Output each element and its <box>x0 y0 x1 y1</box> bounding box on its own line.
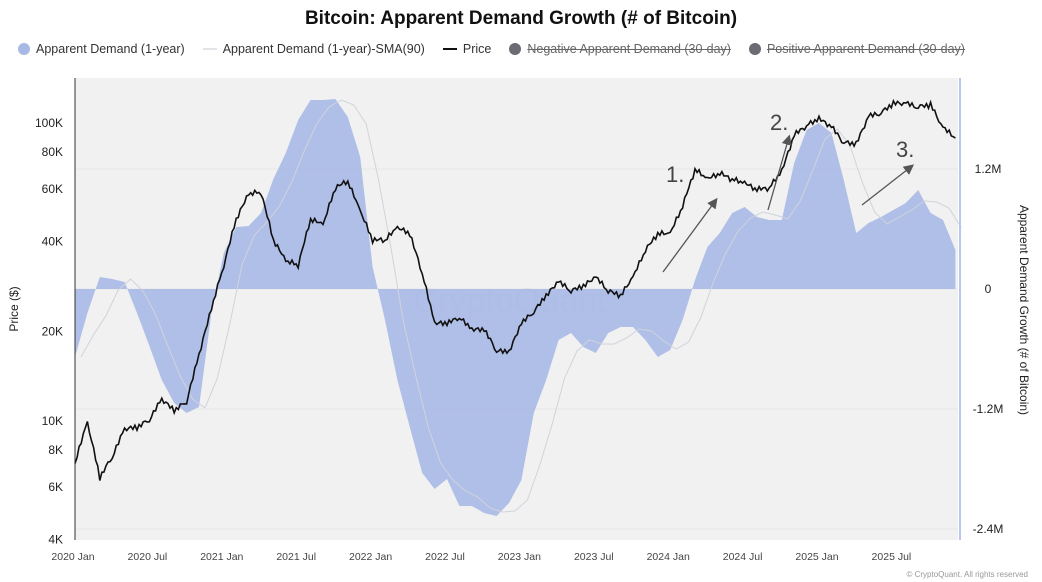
right-tick-label: 1.2M <box>975 162 1002 176</box>
left-tick-label: 4K <box>48 533 63 547</box>
x-tick-label: 2025 Jan <box>795 551 838 563</box>
x-tick-label: 2024 Jul <box>723 551 763 563</box>
left-tick-label: 80K <box>42 145 63 159</box>
legend-item-sma[interactable]: Apparent Demand (1-year)-SMA(90) <box>202 42 425 56</box>
legend-label: Positive Apparent Demand (30-day) <box>766 42 965 56</box>
watermark: CryptoQuant <box>414 282 607 320</box>
x-tick-label: 2021 Jul <box>276 551 316 563</box>
annotation-arrow <box>861 164 915 206</box>
left-tick-label: 6K <box>48 480 63 494</box>
right-tick-label: 0 <box>985 282 992 296</box>
x-tick-label: 2020 Jan <box>51 551 94 563</box>
legend-dot-icon <box>748 43 761 55</box>
annotation-label: 1. <box>666 162 684 187</box>
annotation-arrow <box>662 197 718 273</box>
legend-dot-icon <box>18 43 30 55</box>
x-tick-label: 2020 Jul <box>128 551 168 563</box>
annotation-label: 3. <box>896 137 914 162</box>
x-tick-label: 2021 Jan <box>200 551 243 563</box>
legend-line-icon <box>442 48 457 50</box>
legend-item-price[interactable]: Price <box>442 42 492 56</box>
x-tick-label: 2023 Jul <box>574 551 614 563</box>
legend: Apparent Demand (1-year) Apparent Demand… <box>18 42 965 56</box>
left-tick-label: 10K <box>42 414 63 428</box>
left-axis-label: Price ($) <box>7 286 21 331</box>
demand-area <box>75 99 956 516</box>
legend-label: Price <box>462 42 492 56</box>
copyright: © CryptoQuant. All rights reserved <box>906 570 1029 579</box>
legend-item-negative-30d[interactable]: Negative Apparent Demand (30-day) <box>509 42 731 56</box>
right-tick-label: -1.2M <box>973 402 1004 416</box>
x-tick-label: 2023 Jan <box>498 551 541 563</box>
right-axis-label: Apparent Demand Growth (# of Bitcoin) <box>1017 205 1031 415</box>
legend-item-positive-30d[interactable]: Positive Apparent Demand (30-day) <box>748 42 965 56</box>
x-tick-label: 2024 Jan <box>647 551 690 563</box>
price-line <box>74 98 956 481</box>
x-tick-label: 2022 Jul <box>425 551 465 563</box>
left-tick-label: 8K <box>48 443 63 457</box>
annotation-arrow <box>767 134 792 211</box>
left-tick-label: 60K <box>42 182 63 196</box>
x-tick-label: 2025 Jul <box>872 551 912 563</box>
left-tick-label: 100K <box>35 116 63 130</box>
legend-label: Apparent Demand (1-year)-SMA(90) <box>222 42 425 56</box>
chart-title: Bitcoin: Apparent Demand Growth (# of Bi… <box>304 8 738 29</box>
left-tick-label: 20K <box>42 324 63 338</box>
x-tick-label: 2022 Jan <box>349 551 392 563</box>
right-tick-label: -2.4M <box>973 522 1004 536</box>
legend-item-apparent-demand[interactable]: Apparent Demand (1-year) <box>18 42 185 56</box>
left-tick-label: 40K <box>42 235 63 249</box>
legend-label: Negative Apparent Demand (30-day) <box>527 42 731 56</box>
legend-line-icon <box>202 48 217 50</box>
annotation-label: 2. <box>770 110 788 135</box>
legend-label: Apparent Demand (1-year) <box>36 42 185 56</box>
plot-background <box>75 78 958 540</box>
legend-dot-icon <box>509 43 522 55</box>
sma-line <box>80 99 962 513</box>
